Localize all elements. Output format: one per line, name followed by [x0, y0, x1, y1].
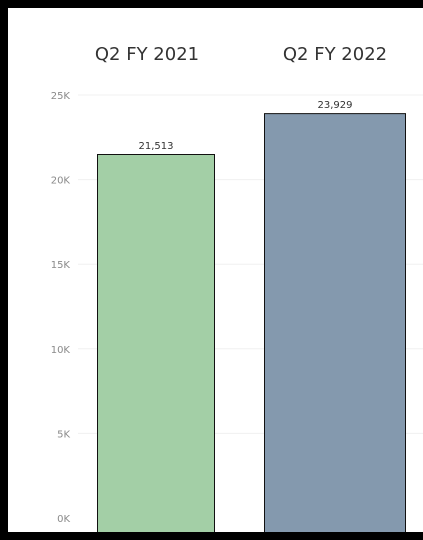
bars: [97, 113, 406, 532]
y-axis: 0K 5K 10K 15K 20K 25K: [51, 91, 71, 525]
column-headers: Q2 FY 2021 Q2 FY 2022: [95, 44, 387, 65]
data-labels: 21,513 23,929: [139, 100, 353, 152]
y-tick-label: 15K: [51, 260, 71, 271]
bar[interactable]: [97, 154, 215, 532]
y-tick-label: 20K: [51, 176, 71, 187]
bar-chart: 0K 5K 10K 15K 20K 25K Q2 FY 2021 Q2 FY 2022 21…: [51, 44, 423, 532]
chart-panel: 0K 5K 10K 15K 20K 25K Q2 FY 2021 Q2 FY 2022 21…: [8, 8, 423, 532]
y-tick-label: 25K: [51, 91, 71, 102]
bar-value-label: 21,513: [139, 141, 174, 152]
y-tick-label: 5K: [57, 429, 70, 440]
y-tick-label: 0K: [57, 514, 70, 525]
category-header: Q2 FY 2022: [283, 44, 387, 65]
y-tick-label: 10K: [51, 345, 71, 356]
category-header: Q2 FY 2021: [95, 44, 199, 65]
bar[interactable]: [264, 113, 406, 532]
bar-value-label: 23,929: [318, 100, 353, 111]
